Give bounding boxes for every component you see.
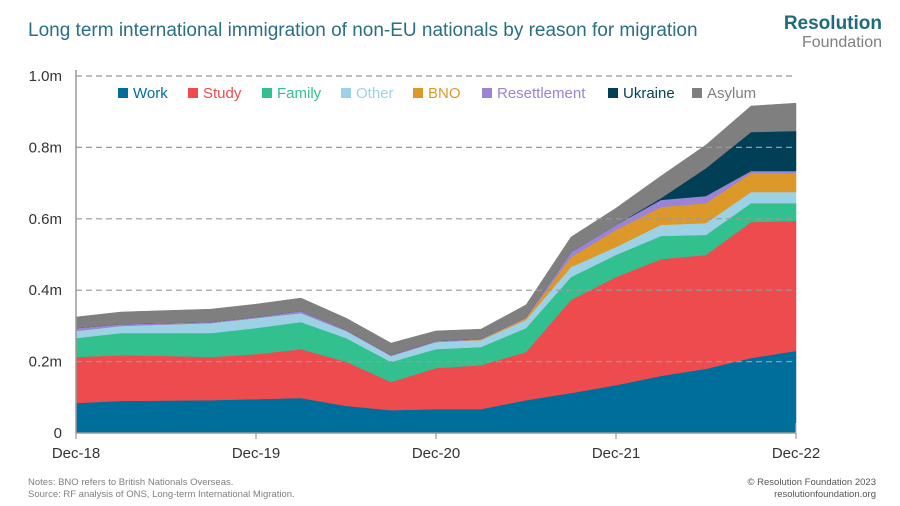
y-tick-label: 0.4m: [29, 282, 62, 299]
legend-swatch-other: [341, 88, 351, 98]
legend-label-family: Family: [277, 85, 322, 102]
legend-label-asylum: Asylum: [707, 85, 756, 102]
chart-notes: Notes: BNO refers to British Nationals O…: [28, 477, 295, 501]
legend-label-resettlement: Resettlement: [497, 85, 586, 102]
x-tick-label: Dec-22: [772, 445, 820, 462]
legend-label-bno: BNO: [428, 85, 461, 102]
credit: © Resolution Foundation 2023 resolutionf…: [748, 477, 876, 501]
legend-swatch-asylum: [692, 88, 702, 98]
resolution-foundation-logo: Resolution Foundation: [784, 14, 882, 52]
y-tick-label: 1.0m: [29, 68, 62, 85]
logo-line-2: Foundation: [801, 34, 882, 51]
legend-label-study: Study: [203, 85, 242, 102]
legend-swatch-study: [188, 88, 198, 98]
x-tick-label: Dec-19: [232, 445, 280, 462]
logo-line-1: Resolution: [783, 13, 882, 34]
legend-label-work: Work: [133, 85, 168, 102]
website-text: resolutionfoundation.org: [774, 489, 876, 500]
legend-swatch-family: [262, 88, 272, 98]
legend-swatch-ukraine: [608, 88, 618, 98]
copyright-text: © Resolution Foundation 2023: [747, 477, 876, 488]
note-text: Notes: BNO refers to British Nationals O…: [28, 477, 234, 488]
y-tick-label: 0.8m: [29, 139, 62, 156]
chart-title: Long term international immigration of n…: [28, 20, 698, 41]
x-tick-label: Dec-18: [52, 445, 100, 462]
legend-swatch-resettlement: [482, 88, 492, 98]
legend-label-ukraine: Ukraine: [623, 85, 675, 102]
source-text: Source: RF analysis of ONS, Long-term In…: [28, 489, 295, 500]
legend-swatch-work: [118, 88, 128, 98]
x-tick-label: Dec-21: [592, 445, 640, 462]
x-tick-label: Dec-20: [412, 445, 460, 462]
y-tick-label: 0.2m: [29, 354, 62, 371]
y-tick-label: 0.6m: [29, 211, 62, 228]
legend-label-other: Other: [356, 85, 394, 102]
y-tick-label: 0: [54, 425, 62, 442]
legend-swatch-bno: [413, 88, 423, 98]
area-asylum: [75, 102, 797, 356]
